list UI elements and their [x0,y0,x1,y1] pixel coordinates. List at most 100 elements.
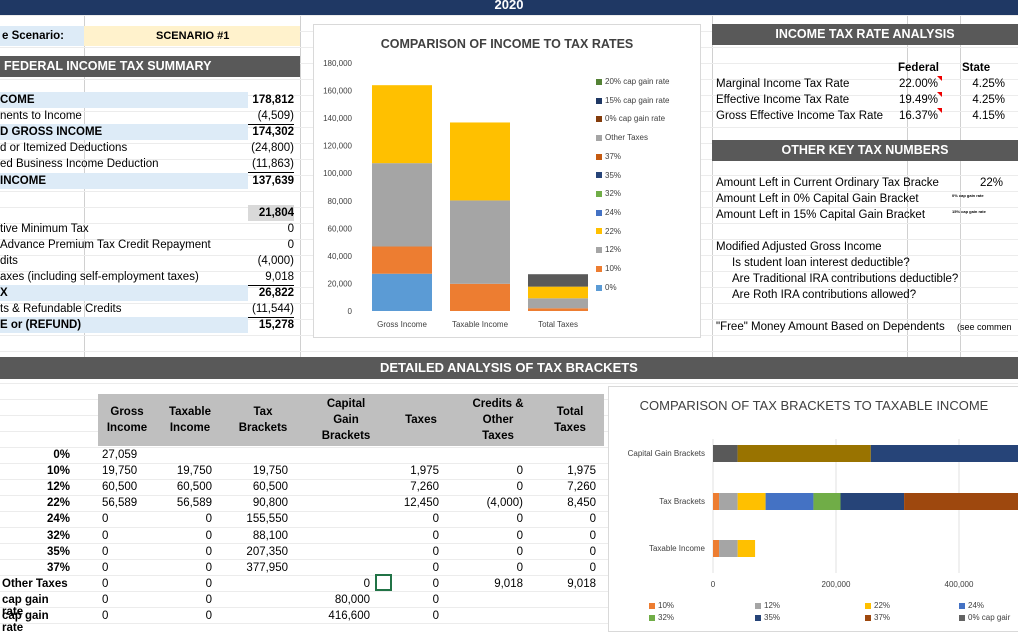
table-cell[interactable]: 27,059 [102,449,138,461]
summary-row[interactable]: axes (including self-employment taxes) 9,… [0,269,300,287]
legend-label: 32% [605,189,622,199]
table-cell[interactable]: 207,350 [246,545,288,558]
table-cell[interactable]: 0 [102,561,109,574]
table-cell[interactable]: 0 [432,561,439,574]
table-cell[interactable]: 0 [516,481,523,494]
table-cell[interactable]: 88,100 [252,529,288,542]
legend-entry: 20% cap gain rate [596,77,670,86]
summary-row[interactable]: D GROSS INCOME 174,302 [0,124,300,141]
selected-cell-cursor[interactable] [375,574,392,591]
table-cell[interactable]: 90,800 [252,497,288,510]
table-cell[interactable]: 0 [205,593,212,606]
table-cell[interactable]: 56,589 [176,497,212,510]
table-cell[interactable]: 0 [516,513,523,526]
table-cell[interactable]: 0 [102,593,109,606]
summary-row[interactable]: tive Minimum Tax 0 [0,221,300,237]
summary-row[interactable]: INCOME 137,639 [0,172,300,189]
table-cell[interactable]: 19,750 [102,465,138,478]
table-cell[interactable]: 0 [589,513,596,526]
table-cell[interactable]: 1,975 [567,465,596,478]
table-cell[interactable]: 0 [205,610,212,622]
summary-row[interactable]: 21,804 [0,204,300,221]
other-key-row[interactable]: Amount Left in Current Ordinary Tax Brac… [712,175,1018,191]
table-cell[interactable]: 9,018 [494,577,523,590]
table-cell[interactable]: 56,589 [102,497,138,510]
table-cell[interactable]: 0 [432,529,439,542]
table-cell[interactable]: (4,000) [486,497,523,510]
table-cell[interactable]: 0 [432,610,439,622]
x-category-label: Taxable Income [452,320,509,329]
table-cell[interactable]: 416,600 [328,610,370,622]
other-key-row[interactable]: "Free" Money Amount Based on Dependents (… [712,319,1018,335]
table-cell[interactable]: 19,750 [176,465,212,478]
summary-row[interactable] [0,189,300,205]
summary-row[interactable]: d or Itemized Deductions (24,800) [0,140,300,156]
x-category-label: Total Taxes [538,320,578,329]
scenario-label-cell[interactable]: e Scenario: [0,26,84,46]
table-cell[interactable]: 0 [102,529,109,542]
grid-line [0,383,1018,384]
summary-row[interactable]: E or (REFUND) 15,278 [0,317,300,334]
summary-row[interactable]: ed Business Income Deduction (11,863) [0,156,300,174]
table-cell[interactable]: 80,000 [334,593,370,606]
table-cell[interactable]: 1,975 [410,465,439,478]
table-cell[interactable]: 0 [102,610,109,622]
table-cell[interactable]: 60,500 [176,481,212,494]
comment-indicator[interactable] [937,76,942,81]
summary-row[interactable]: dits (4,000) [0,253,300,269]
grid-line [712,15,713,357]
other-key-row[interactable]: Are Roth IRA contributions allowed? [712,287,1018,303]
table-cell[interactable]: 0 [205,577,212,590]
table-cell[interactable]: 0 [205,529,212,542]
table-cell[interactable]: 0 [102,545,109,558]
other-key-row[interactable]: Are Traditional IRA contributions deduct… [712,271,1018,287]
table-cell[interactable]: 0 [589,545,596,558]
table-cell[interactable]: 19,750 [252,465,288,478]
table-cell[interactable]: 0 [432,593,439,606]
other-key-row[interactable]: Is student loan interest deductible? [712,255,1018,271]
table-cell[interactable]: 377,950 [246,561,288,574]
table-cell[interactable]: 0 [432,577,439,590]
table-cell[interactable]: 0 [589,529,596,542]
table-cell[interactable]: 0 [102,513,109,526]
other-key-row[interactable]: Modified Adjusted Gross Income [712,239,1018,255]
legend-entry: 24% [596,208,621,217]
comment-indicator[interactable] [937,92,942,97]
table-cell[interactable]: 0 [102,577,109,590]
summary-row[interactable]: COME 178,812 [0,92,300,108]
table-cell[interactable]: 0 [363,577,370,590]
table-cell[interactable]: 0 [516,529,523,542]
table-cell[interactable]: 60,500 [252,481,288,494]
summary-value: 174,302 [252,126,294,139]
table-cell[interactable]: 0 [589,561,596,574]
table-cell[interactable]: 0 [432,545,439,558]
scenario-select-cell[interactable]: SCENARIO #1 [84,26,300,46]
bracket-row-label: 0% [53,449,70,461]
bar-segment [713,540,720,557]
table-cell[interactable]: 9,018 [567,577,596,590]
table-cell[interactable]: 0 [432,513,439,526]
summary-row[interactable]: Advance Premium Tax Credit Repayment 0 [0,237,300,253]
summary-row[interactable]: ts & Refundable Credits (11,544) [0,301,300,319]
table-cell[interactable]: 0 [205,545,212,558]
table-cell[interactable]: 155,550 [246,513,288,526]
summary-row[interactable]: X 26,822 [0,285,300,302]
table-cell[interactable]: 7,260 [567,481,596,494]
rate-row[interactable]: Gross Effective Income Tax Rate 16.37% 4.1… [712,108,1018,124]
table-cell[interactable]: 7,260 [410,481,439,494]
comment-indicator[interactable] [937,108,942,113]
chart-title: COMPARISON OF INCOME TO TAX RATES [380,37,634,51]
table-cell[interactable]: 0 [516,545,523,558]
table-cell[interactable]: 12,450 [403,497,439,510]
table-cell[interactable]: 0 [516,465,523,478]
table-cell[interactable]: 8,450 [567,497,596,510]
rate-row[interactable]: Effective Income Tax Rate 19.49% 4.25% [712,92,1018,108]
table-cell[interactable]: 0 [205,513,212,526]
table-cell[interactable]: 0 [205,561,212,574]
summary-row[interactable]: nents to Income (4,509) [0,108,300,126]
other-key-row[interactable]: Amount Left in 15% Capital Gain Bracket 1… [712,207,1018,223]
table-cell[interactable]: 0 [516,561,523,574]
other-key-row[interactable]: Amount Left in 0% Capital Gain Bracket 0%… [712,191,1018,207]
rate-row[interactable]: Marginal Income Tax Rate 22.00% 4.25% [712,76,1018,92]
table-cell[interactable]: 60,500 [102,481,138,494]
